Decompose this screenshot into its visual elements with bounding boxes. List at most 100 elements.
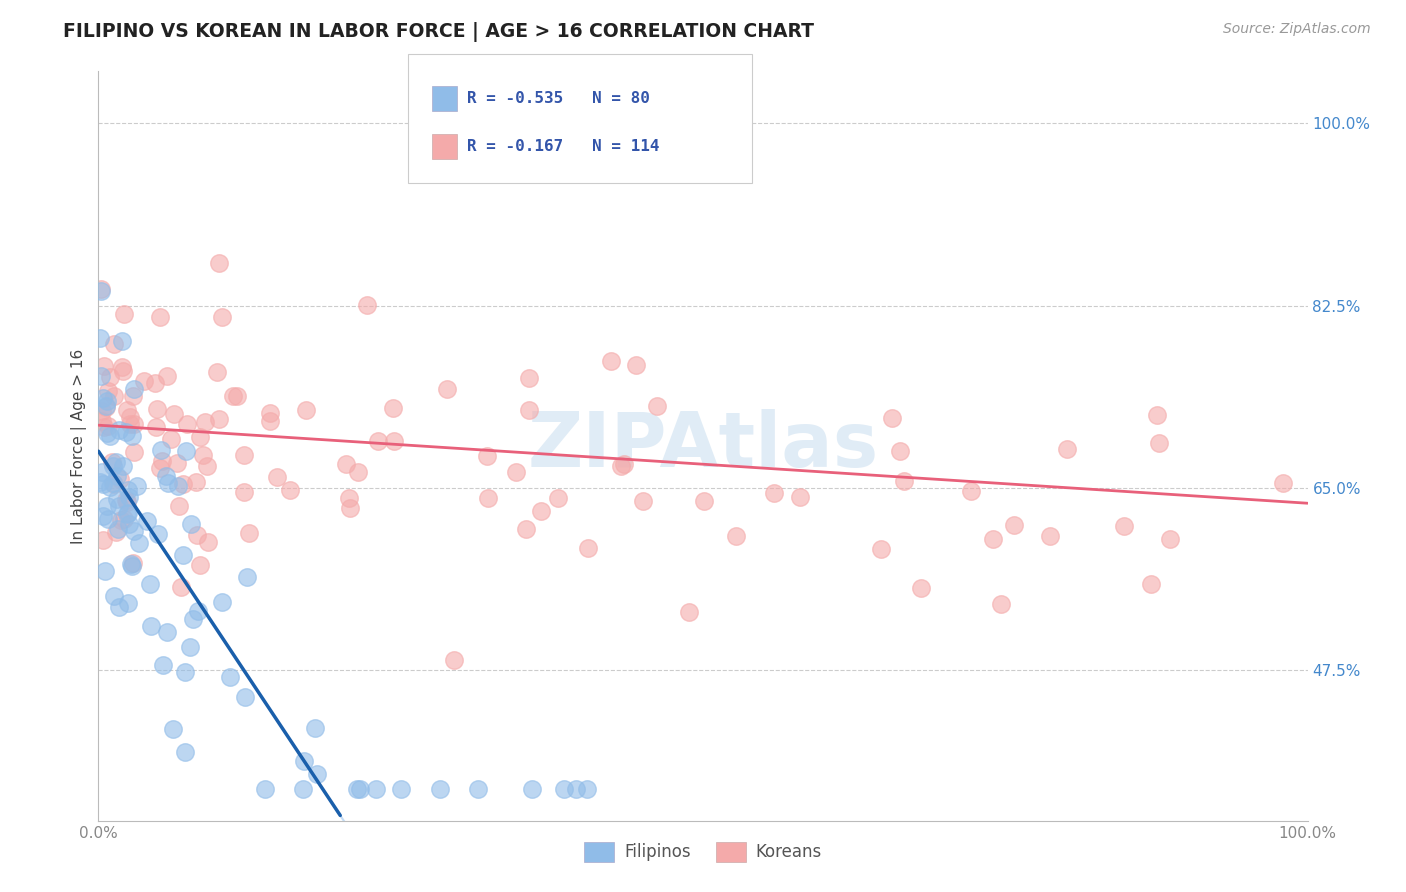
Point (108, 599, 131, 614)
Point (118, 417, 141, 431)
Point (103, 477, 125, 491)
Point (233, 448, 256, 462)
Point (150, 453, 173, 467)
Point (163, 407, 186, 421)
Point (505, 465, 527, 479)
Point (169, 499, 191, 513)
Point (149, 461, 172, 475)
Point (219, 670, 242, 684)
Point (1146, 408, 1168, 422)
Point (547, 491, 569, 506)
Point (356, 298, 378, 312)
Point (981, 532, 1004, 546)
Point (339, 501, 361, 516)
Point (305, 767, 328, 781)
Point (107, 523, 129, 537)
Point (294, 402, 316, 417)
Point (96, 425, 118, 440)
Point (1002, 517, 1025, 532)
Point (97, 384, 120, 398)
Text: ZIPAtlas: ZIPAtlas (527, 409, 879, 483)
Point (382, 434, 405, 448)
Point (111, 359, 134, 374)
Point (259, 414, 281, 428)
Point (266, 470, 288, 484)
Point (122, 444, 145, 458)
Point (128, 536, 150, 550)
Point (117, 483, 139, 498)
Point (117, 516, 139, 531)
Point (366, 782, 388, 797)
Point (111, 364, 134, 378)
Point (94, 399, 117, 413)
Point (1159, 533, 1181, 547)
Point (186, 528, 208, 542)
Point (880, 410, 903, 425)
Y-axis label: In Labor Force | Age > 16: In Labor Force | Age > 16 (72, 349, 87, 543)
Point (869, 542, 891, 557)
Point (181, 612, 204, 626)
Point (139, 577, 162, 591)
Legend: Filipinos, Koreans: Filipinos, Koreans (578, 835, 828, 869)
Point (145, 401, 167, 416)
Point (194, 416, 217, 430)
Point (1272, 476, 1295, 491)
Point (127, 479, 149, 493)
Text: Source: ZipAtlas.com: Source: ZipAtlas.com (1223, 22, 1371, 37)
Point (467, 782, 489, 797)
Point (553, 782, 575, 797)
Point (103, 337, 125, 351)
Point (211, 595, 233, 609)
Point (238, 526, 260, 541)
Point (156, 476, 179, 491)
Point (103, 389, 125, 403)
Point (253, 782, 276, 797)
Point (1039, 529, 1062, 543)
Point (304, 721, 326, 735)
Point (114, 425, 136, 439)
Point (1112, 518, 1135, 533)
Point (626, 358, 648, 372)
Point (576, 541, 599, 555)
Point (121, 558, 143, 573)
Point (118, 490, 141, 504)
Point (156, 625, 179, 640)
Point (136, 514, 159, 528)
Point (93, 533, 115, 548)
Point (112, 307, 135, 321)
Point (112, 458, 135, 473)
Point (475, 449, 498, 463)
Text: FILIPINO VS KOREAN IN LABOR FORCE | AGE > 16 CORRELATION CHART: FILIPINO VS KOREAN IN LABOR FORCE | AGE … (63, 22, 814, 42)
Point (631, 494, 654, 508)
Point (170, 580, 193, 594)
Point (678, 605, 700, 619)
Point (172, 476, 194, 491)
Point (990, 597, 1012, 611)
Point (149, 442, 172, 457)
Point (477, 491, 499, 505)
Point (174, 443, 197, 458)
Point (1140, 576, 1163, 591)
Point (207, 365, 229, 379)
Point (233, 690, 256, 704)
Point (97, 419, 120, 434)
Point (693, 494, 716, 508)
Point (172, 548, 194, 562)
Point (117, 506, 139, 520)
Text: R = -0.535   N = 80: R = -0.535 N = 80 (467, 91, 650, 106)
Point (90, 369, 112, 384)
Point (889, 444, 911, 458)
Point (335, 457, 357, 471)
Point (91, 509, 114, 524)
Point (180, 517, 202, 532)
Point (382, 401, 405, 416)
Point (233, 484, 256, 499)
Point (96, 500, 118, 514)
Point (960, 484, 983, 499)
Point (105, 455, 128, 469)
Point (167, 479, 190, 493)
Point (108, 499, 131, 513)
Point (145, 376, 167, 390)
Point (145, 419, 167, 434)
Point (94, 400, 117, 414)
